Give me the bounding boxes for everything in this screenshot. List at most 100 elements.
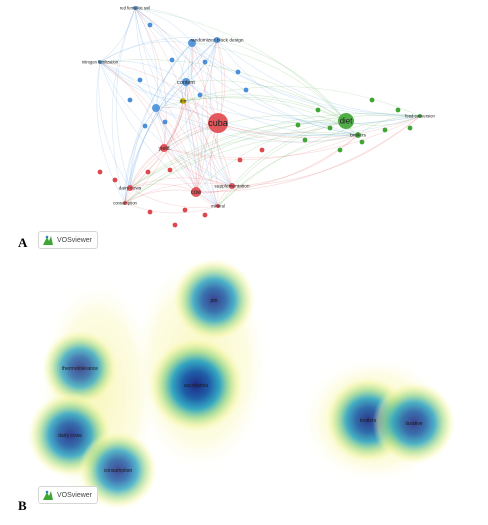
network-edge [231,115,421,187]
network-minor-node [97,169,103,175]
network-edge [155,107,233,187]
network-edge [231,134,359,187]
network-edge [357,115,421,136]
network-edge [124,114,421,204]
network-edge [182,100,200,193]
network-edge [217,120,347,207]
network-minor-node [369,97,375,103]
network-edge [185,81,421,124]
network-edge [129,147,165,189]
network-edge [124,42,193,204]
network-edge [163,81,187,149]
network-edge [129,81,187,189]
network-edge [129,39,218,189]
network-edge [99,37,218,63]
network-edge [134,7,158,109]
vosviewer-logo-text: VOSviewer [57,236,93,244]
network-edge [124,120,347,204]
density-label: thermotolerance [62,366,98,372]
network-minor-node [407,125,413,131]
network-node-label: broilers [350,133,366,139]
network-edge [134,7,187,83]
network-edge [182,94,347,122]
network-minor-node [167,167,173,173]
network-edge [99,61,165,149]
network-edge [124,107,157,204]
network-node [180,98,186,104]
network-node-label: cuba [208,118,228,128]
network-minor-node [337,147,343,153]
network-edge [129,183,197,193]
network-edge [185,81,359,136]
network-edge [98,61,131,189]
network-edge [124,147,165,204]
network-edge [155,107,421,137]
network-edge [217,122,359,143]
network-edge [99,61,157,109]
density-blob [78,430,158,510]
network-node-label: diet [340,117,353,126]
network-node [191,187,201,197]
network-node-label: randomized block design [190,38,243,44]
network-edge [210,39,233,187]
network-node [216,204,220,208]
network-edge [187,42,219,207]
network-node-label: supplementation [214,184,250,190]
network-edge [124,182,233,204]
density-blob [148,337,244,433]
network-edge [134,7,219,207]
vosviewer-logo-b: VOSviewer [38,486,99,504]
network-edge [99,61,219,124]
network-edge [163,115,347,149]
network-edge [124,202,219,214]
network-minor-node [112,177,118,183]
network-edge [217,115,421,139]
network-edge [129,120,347,189]
network-edge [191,42,359,136]
network-edge [217,134,359,207]
network-minor-node [142,123,148,129]
network-node [98,60,102,64]
network-node [127,185,133,191]
network-node [418,114,422,118]
network-minor-node [295,122,301,128]
network-minor-node [137,77,143,83]
network-edge [99,61,184,102]
network-edge [182,97,359,136]
density-blob [172,258,256,342]
network-edge [115,7,136,189]
network-node-label: dm [180,99,187,105]
network-edge [96,61,126,204]
network-edge [231,120,347,187]
network-edge [191,42,347,122]
network-edge [129,107,157,189]
network-edge [217,115,421,207]
network-edge [182,100,219,207]
network-nodes: cuba diet cow yield content randomized block … [82,5,436,208]
network-node [160,144,168,152]
network-node-label: cow [191,190,202,196]
network-edge [129,42,193,189]
network-edge [163,115,421,159]
network-minor-node [172,222,178,228]
network-node-label: feed conversion [405,113,435,118]
network-edge [129,187,219,208]
vosviewer-logo-text: VOSviewer [57,491,93,499]
network-edge [129,122,219,189]
network-edge [134,7,218,41]
density-blobs [27,258,456,510]
vosviewer-icon [43,235,53,245]
network-minor-node [327,125,333,131]
network-edge [134,7,347,122]
network-minor-node [202,212,208,218]
network-node [182,78,190,86]
network-node [214,37,220,43]
network-edge [184,81,219,207]
network-edge [202,39,219,207]
network-minor-node [127,97,133,103]
network-edge [191,42,208,193]
density-blob [41,329,119,407]
network-edge [195,115,421,193]
network-visualization: cuba diet cow yield content randomized block … [82,5,436,228]
network-edge [216,39,359,136]
